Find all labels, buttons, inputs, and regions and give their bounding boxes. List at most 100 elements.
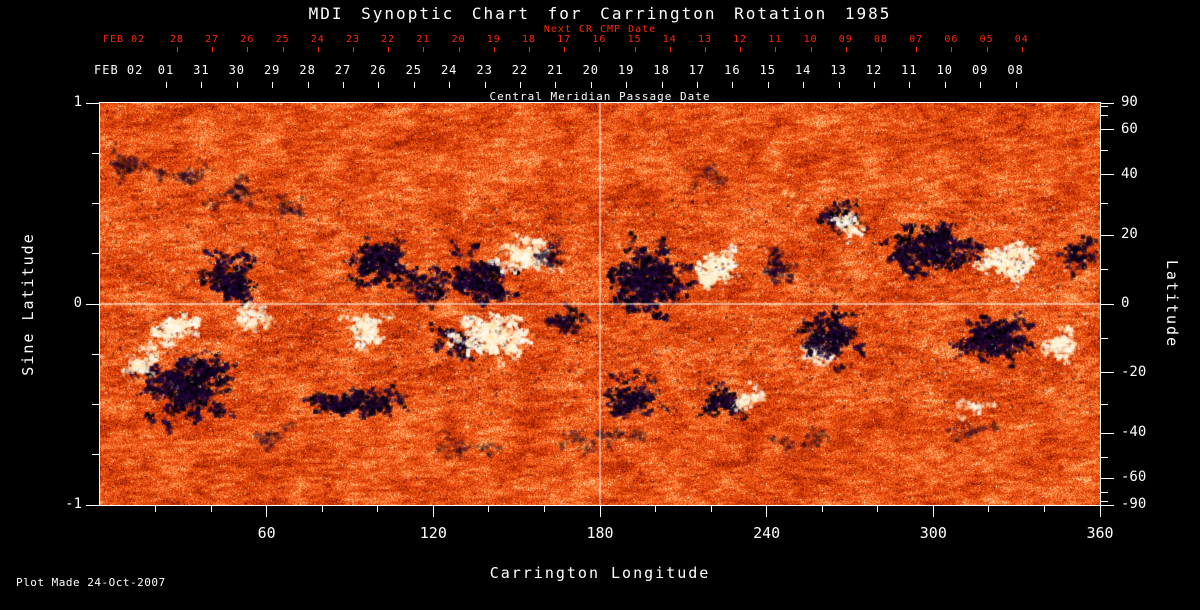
latitude-minor-tick — [1101, 457, 1108, 459]
cmp-tick — [166, 82, 167, 88]
latitude-tick — [1101, 477, 1114, 479]
longitude-minor-tick — [210, 506, 212, 512]
next-cr-tick — [388, 47, 390, 52]
cmp-tick — [236, 82, 238, 88]
cmp-tick — [378, 82, 380, 88]
next-cr-tick-label: 10 — [803, 34, 818, 45]
cmp-tick — [697, 82, 698, 88]
next-cr-tick — [669, 47, 671, 52]
longitude-tick-label: 60 — [257, 524, 276, 542]
longitude-tick-label: 300 — [919, 524, 947, 542]
longitude-tick-label: 180 — [586, 524, 614, 542]
latitude-tick-label: -40 — [1121, 424, 1147, 441]
latitude-tick — [1101, 102, 1114, 104]
latitude-tick-label: 0 — [1121, 295, 1130, 311]
longitude-minor-tick — [1043, 506, 1045, 512]
next-cr-tick-label: 09 — [838, 34, 853, 45]
longitude-minor-tick — [821, 506, 823, 512]
cmp-tick — [626, 82, 628, 88]
latitude-minor-tick — [1101, 268, 1108, 270]
longitude-minor-tick — [155, 506, 157, 512]
cmp-tick-label: 17 — [688, 63, 706, 77]
latitude-tick-label: 20 — [1121, 226, 1138, 243]
longitude-minor-tick — [710, 506, 712, 512]
latitude-minor-tick — [1101, 338, 1108, 340]
next-cr-tick — [634, 47, 636, 52]
next-cr-tick — [775, 47, 777, 52]
cmp-tick — [661, 82, 663, 88]
cmp-tick-label: 24 — [440, 63, 458, 77]
latitude-minor-tick — [1101, 149, 1108, 151]
next-cr-tick — [423, 47, 425, 52]
cmp-tick — [767, 82, 769, 88]
cmp-tick — [307, 82, 309, 88]
latitude-tick — [1101, 174, 1114, 176]
sine-latitude-tick — [86, 303, 99, 305]
latitude-tick — [1101, 372, 1114, 374]
magnetogram-image — [100, 103, 1100, 505]
longitude-tick — [599, 506, 601, 517]
sine-latitude-minor-tick — [92, 454, 99, 456]
cmp-tick — [520, 82, 521, 88]
next-cr-tick-label: 24 — [310, 34, 325, 45]
cmp-tick-label: 23 — [476, 63, 493, 77]
longitude-minor-tick — [321, 506, 323, 512]
next-cr-tick — [1021, 47, 1023, 52]
plot-made-label: Plot Made 24-Oct-2007 — [16, 576, 166, 589]
next-cr-tick-label: 20 — [451, 34, 466, 45]
cmp-tick-label: 09 — [971, 63, 989, 77]
next-cr-tick-label: 19 — [486, 34, 501, 45]
plot-frame — [99, 102, 1101, 506]
cmp-tick — [590, 82, 592, 88]
next-cr-tick-label: 28 — [169, 34, 185, 45]
longitude-minor-tick — [543, 506, 545, 512]
longitude-tick-label: 240 — [753, 524, 781, 542]
sine-latitude-minor-tick — [92, 203, 99, 204]
longitude-tick — [432, 506, 434, 517]
next-cr-tick — [810, 47, 812, 52]
next-cr-tick-label: 12 — [733, 34, 748, 45]
longitude-minor-tick — [377, 506, 379, 512]
latitude-tick-label: 90 — [1121, 94, 1138, 110]
cmp-month-label: FEB 02 — [94, 63, 144, 77]
sine-latitude-minor-tick — [92, 353, 99, 355]
cmp-tick-label: 19 — [617, 63, 635, 77]
next-cr-tick — [212, 47, 214, 52]
cmp-tick-label: 12 — [865, 63, 883, 77]
latitude-tick — [1101, 234, 1114, 236]
cmp-tick — [449, 82, 451, 88]
next-cr-tick-label: 13 — [697, 34, 713, 45]
longitude-minor-tick — [877, 506, 879, 512]
next-cr-tick — [353, 47, 354, 52]
sine-latitude-minor-tick — [92, 404, 99, 405]
longitude-minor-tick — [988, 506, 990, 512]
next-cr-tick-label: 06 — [944, 34, 959, 45]
cmp-tick-label: 08 — [1007, 63, 1024, 77]
cmp-tick — [484, 82, 486, 88]
cmp-tick-label: 29 — [263, 63, 281, 77]
longitude-tick — [266, 506, 268, 517]
next-cr-tick — [951, 47, 953, 52]
cmp-tick-label: 15 — [759, 63, 777, 77]
sine-latitude-tick — [86, 102, 99, 104]
latitude-tick — [1101, 432, 1114, 434]
chart-title: MDI Synoptic Chart for Carrington Rotati… — [308, 4, 892, 23]
next-cr-tick-label: 05 — [979, 34, 994, 45]
cmp-tick-label: 21 — [547, 63, 564, 77]
next-cr-tick — [282, 47, 284, 52]
latitude-tick-label: 40 — [1121, 165, 1138, 182]
cmp-tick — [1015, 82, 1017, 88]
cmp-tick-label: 11 — [901, 63, 918, 77]
latitude-minor-tick — [1101, 492, 1108, 494]
latitude-tick — [1101, 129, 1114, 131]
next-cr-tick — [529, 47, 530, 52]
next-cr-tick — [177, 47, 178, 52]
cmp-tick — [944, 82, 946, 88]
cmp-tick — [413, 82, 415, 88]
cmp-tick — [874, 82, 875, 88]
next-cr-month-label: FEB 02 — [103, 34, 146, 45]
next-cr-tick-label: 23 — [345, 34, 361, 45]
sine-latitude-tick-label: 1 — [73, 94, 82, 110]
cmp-tick-label: 16 — [724, 63, 741, 77]
